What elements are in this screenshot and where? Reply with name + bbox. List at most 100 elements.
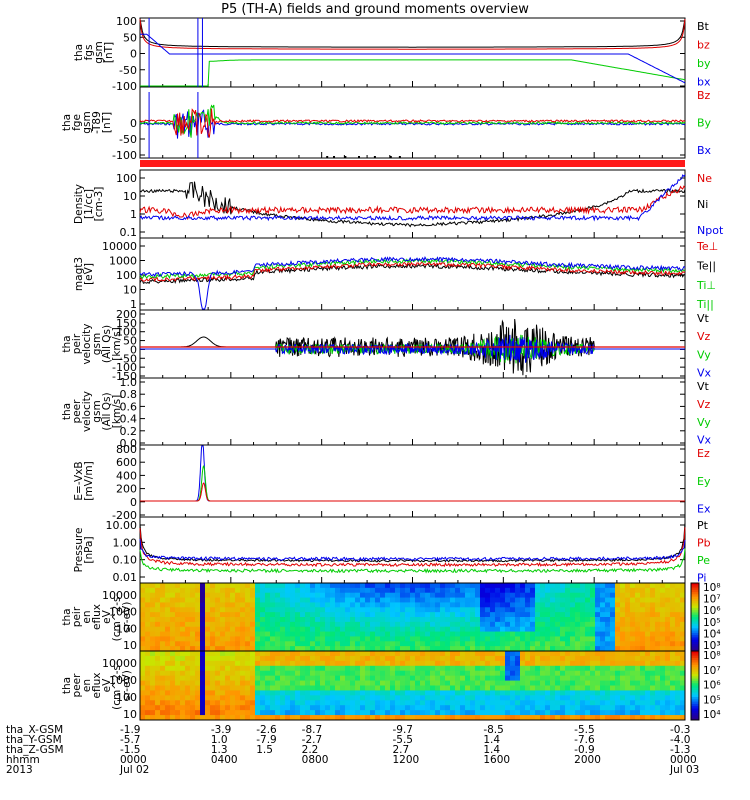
spectrogram-cell xyxy=(300,583,306,589)
spectrogram-cell xyxy=(405,665,411,672)
spectrogram-cell xyxy=(530,612,536,618)
spectrogram-cell xyxy=(505,680,511,686)
spectrogram-cell xyxy=(670,626,676,632)
spectrogram-cell xyxy=(140,587,146,594)
spectrogram-cell xyxy=(265,655,271,662)
spectrogram-cell xyxy=(410,680,416,686)
spectrogram-cell xyxy=(610,617,616,623)
spectrogram-cell xyxy=(200,592,206,598)
spectrogram-cell xyxy=(550,685,556,691)
spectrogram-cell xyxy=(585,705,591,711)
spectrogram-cell xyxy=(600,705,606,711)
spectrogram-cell xyxy=(570,602,576,608)
legend-ey: Ey xyxy=(697,475,711,488)
spectrogram-cell xyxy=(595,665,601,672)
spectrogram-cell xyxy=(675,690,681,696)
spectrogram-cell xyxy=(245,592,251,598)
spectrogram-cell xyxy=(595,655,601,662)
spectrogram-cell xyxy=(675,646,681,652)
spectrogram-cell xyxy=(645,621,651,628)
spectrogram-cell xyxy=(450,660,456,667)
spectrogram-cell xyxy=(640,607,646,613)
spectrogram-cell xyxy=(195,602,201,608)
spectrogram-cell xyxy=(445,641,451,647)
spectrogram-cell xyxy=(545,636,551,642)
spectrogram-cell xyxy=(260,705,266,711)
spectrogram-cell xyxy=(505,602,511,608)
spectrogram-cell xyxy=(520,655,526,662)
spectrogram-cell xyxy=(625,695,631,701)
spectrogram-cell xyxy=(470,685,476,691)
spectrogram-cell xyxy=(670,680,676,686)
spectrogram-cell xyxy=(190,695,196,701)
spectrogram-cell xyxy=(520,597,526,603)
spectrogram-cell xyxy=(315,607,321,613)
spectrogram-cell xyxy=(390,636,396,642)
spectrogram-cell xyxy=(635,617,641,623)
y-tick-label: 0 xyxy=(130,496,137,509)
spectrogram-cell xyxy=(535,612,541,618)
spectrogram-cell xyxy=(230,710,236,716)
spectrogram-cell xyxy=(210,636,216,642)
spectrogram-cell xyxy=(335,597,341,603)
spectrogram-cell xyxy=(545,607,551,613)
spectrogram-cell xyxy=(395,651,401,657)
spectrogram-cell xyxy=(400,587,406,594)
spectrogram-cell xyxy=(680,705,686,711)
spectrogram-peir xyxy=(140,583,686,652)
spectrogram-cell xyxy=(215,680,221,686)
spectrogram-cell xyxy=(525,641,531,647)
spectrogram-cell xyxy=(195,636,201,642)
spectrogram-cell xyxy=(580,621,586,628)
spectrogram-cell xyxy=(580,583,586,589)
spectrogram-cell xyxy=(590,587,596,594)
spectrogram-cell xyxy=(435,651,441,657)
y-axis-label: gsm xyxy=(93,41,105,63)
spectrogram-cell xyxy=(335,670,341,677)
spectrogram-cell xyxy=(600,655,606,662)
spectrogram-cell xyxy=(360,597,366,603)
spectrogram-cell xyxy=(590,602,596,608)
spectrogram-cell xyxy=(285,631,291,637)
spectrogram-cell xyxy=(570,655,576,662)
spectrogram-cell xyxy=(275,646,281,652)
spectrogram-cell xyxy=(550,631,556,637)
spectrogram-cell xyxy=(445,621,451,628)
spectrogram-cell xyxy=(475,690,481,696)
spectrogram-cell xyxy=(480,636,486,642)
spectrogram-cell xyxy=(480,675,486,681)
spectrogram-cell xyxy=(435,655,441,662)
spectrogram-cell xyxy=(540,631,546,637)
spectrogram-cell xyxy=(415,617,421,623)
spectrogram-cell xyxy=(635,675,641,681)
spectrogram-cell xyxy=(395,621,401,628)
spectrogram-cell xyxy=(360,617,366,623)
spectrogram-cell xyxy=(250,665,256,672)
spectrogram-cell xyxy=(390,665,396,672)
spectrogram-cell xyxy=(355,710,361,716)
spectrogram-cell xyxy=(475,646,481,652)
spectrogram-cell xyxy=(445,710,451,716)
spectrogram-cell xyxy=(395,675,401,681)
spectrogram-cell xyxy=(325,602,331,608)
spectrogram-cell xyxy=(400,612,406,618)
spectrogram-cell xyxy=(165,715,171,721)
spectrogram-cell xyxy=(670,665,676,672)
spectrogram-cell xyxy=(300,700,306,706)
spectrogram-cell xyxy=(180,675,186,681)
spectrogram-cell xyxy=(170,710,176,716)
series-ti-perp xyxy=(139,257,686,280)
spectrogram-cell xyxy=(565,621,571,628)
spectrogram-cell xyxy=(240,587,246,594)
spectrogram-cell xyxy=(680,636,686,642)
spectrogram-cell xyxy=(230,665,236,672)
spectrogram-cell xyxy=(500,583,506,589)
spectrogram-cell xyxy=(555,700,561,706)
spectrogram-cell xyxy=(655,700,661,706)
colorbar-cell xyxy=(691,585,699,589)
spectrogram-cell xyxy=(430,646,436,652)
spectrogram-cell xyxy=(605,700,611,706)
spectrogram-cell xyxy=(350,651,356,657)
spectrogram-cell xyxy=(480,587,486,594)
spectrogram-cell xyxy=(280,700,286,706)
